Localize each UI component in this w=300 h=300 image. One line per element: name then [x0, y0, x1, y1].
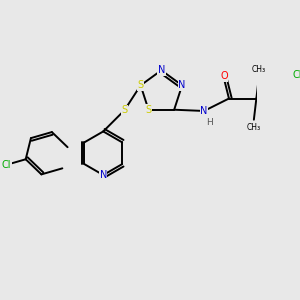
Text: N: N [200, 106, 208, 116]
Text: CH₃: CH₃ [252, 65, 266, 74]
Text: S: S [122, 105, 128, 115]
Text: N: N [100, 170, 107, 180]
Text: S: S [138, 80, 144, 90]
Text: N: N [158, 65, 165, 75]
Text: N: N [178, 80, 186, 90]
Text: CH₃: CH₃ [247, 123, 261, 132]
Text: H: H [206, 118, 212, 127]
Text: Cl: Cl [293, 70, 300, 80]
Text: S: S [146, 105, 152, 115]
Text: O: O [220, 71, 228, 81]
Text: Cl: Cl [2, 160, 11, 170]
